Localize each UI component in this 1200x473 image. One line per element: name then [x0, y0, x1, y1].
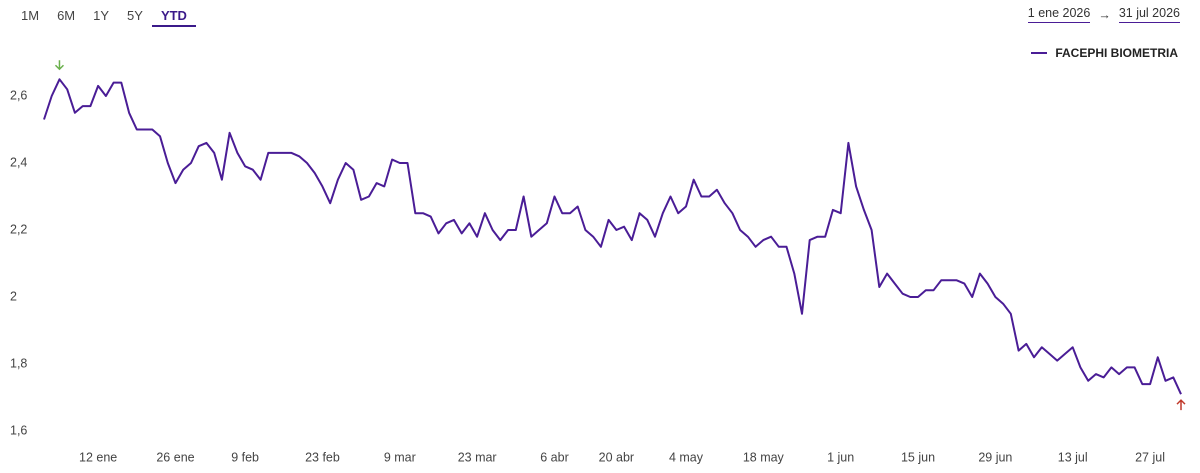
x-tick-label: 12 ene — [79, 450, 117, 464]
x-tick-label: 13 jul — [1058, 450, 1088, 464]
legend-label: FACEPHI BIOMETRIA — [1055, 46, 1178, 60]
arrow: → — [1098, 7, 1111, 22]
price-line — [43, 78, 1182, 395]
y-tick-label: 1,8 — [10, 356, 27, 370]
y-tick-label: 2,6 — [10, 88, 27, 102]
x-tick-label: 15 jun — [901, 450, 935, 464]
range-button[interactable]: 5Y — [127, 8, 143, 23]
x-tick-label: 9 feb — [231, 450, 259, 464]
x-tick-label: 29 jun — [978, 450, 1012, 464]
x-tick-label: 20 abr — [599, 450, 634, 464]
max-marker — [54, 60, 64, 71]
range-button[interactable]: YTD — [151, 6, 196, 27]
range-button[interactable]: 1Y — [93, 8, 110, 23]
last-marker — [1176, 399, 1186, 411]
range-button[interactable]: 1M — [21, 8, 40, 23]
x-tick-label: 4 may — [669, 450, 704, 464]
legend-swatch — [1031, 52, 1048, 54]
x-tick-label: 26 ene — [156, 450, 194, 464]
y-tick-label: 1,6 — [10, 423, 27, 437]
range-button[interactable]: 6M — [57, 8, 76, 23]
range-buttons: 1M 6M 1Y 5Y YTD — [12, 6, 196, 27]
x-tick-label: 1 jun — [827, 450, 854, 464]
x-tick-label: 18 may — [743, 450, 785, 464]
x-tick-label: 27 jul — [1135, 450, 1165, 464]
date-to[interactable]: 31 jul 2026 — [1118, 6, 1180, 23]
x-tick-label: 23 mar — [458, 450, 497, 464]
date-from[interactable]: 1 ene 2026 — [1027, 6, 1091, 23]
y-tick-label: 2,4 — [10, 155, 27, 169]
x-tick-label: 23 feb — [305, 450, 340, 464]
x-tick-label: 6 abr — [540, 450, 569, 464]
x-tick-label: 9 mar — [384, 450, 416, 464]
y-tick-label: 2 — [10, 289, 17, 303]
y-tick-label: 2,2 — [10, 222, 27, 236]
date-range: 1 ene 2026 → 31 jul 2026 — [1027, 6, 1180, 23]
legend: FACEPHI BIOMETRIA — [1031, 46, 1178, 60]
